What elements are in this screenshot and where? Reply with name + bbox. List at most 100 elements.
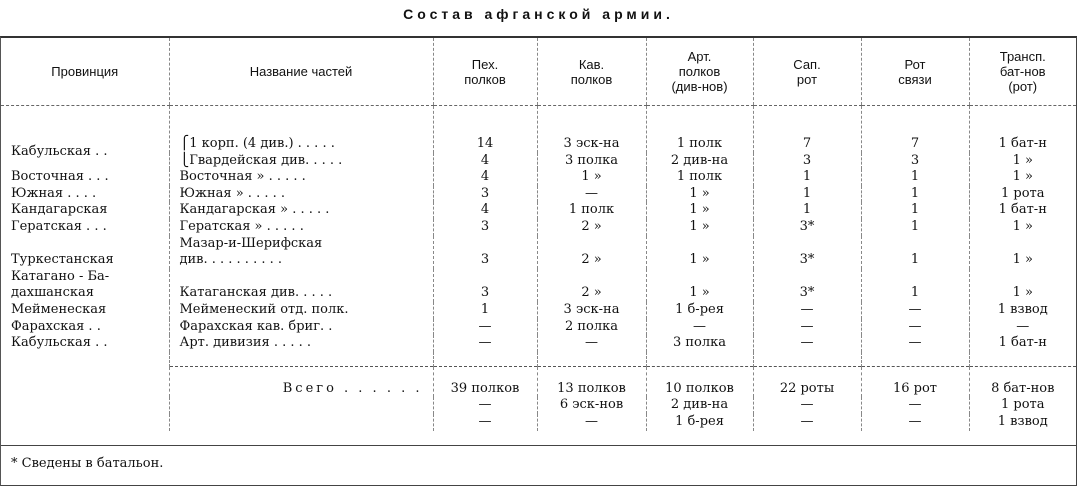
unit-name-cell: Южная » . . . . . <box>168 185 433 203</box>
sap-cell: 1 <box>752 169 861 186</box>
total-cav-cell: 13 полков <box>536 365 646 398</box>
total-art-cell: 10 полков <box>645 365 753 398</box>
comm-cell: 3 <box>860 152 969 170</box>
total-inf-cell: — <box>432 397 537 414</box>
comm-cell: 1 <box>860 268 969 302</box>
footnote: * Сведены в батальон. <box>1 445 1077 481</box>
trans-cell: 1 рота <box>968 185 1076 203</box>
trans-cell: 1 » <box>968 152 1076 170</box>
army-table-frame: Провинция Название частей Пех. полков Кав. … <box>0 36 1077 486</box>
art-cell: 1 б-рея <box>645 301 753 319</box>
province-cell: Восточная . . . <box>11 169 109 185</box>
unit-name-cell: Кандагарская » . . . . . <box>168 202 433 219</box>
total-inf-cell: 39 полков <box>432 365 537 398</box>
unit-name-cell: Гератская » . . . . . <box>168 218 433 236</box>
total-trans-cell: 1 взвод <box>968 413 1076 431</box>
total-comm-cell: — <box>860 397 969 414</box>
totals-row: Всего . . . . . . 39 полков 13 полков 10 по… <box>1 365 1076 398</box>
unit-name-cell: Мазар-и-Шерифская див. . . . . . . . . . <box>168 235 433 269</box>
inf-cell: 3 <box>432 185 537 203</box>
totals-label <box>168 397 433 414</box>
province-cell: Катагано - Ба- дахшанская <box>11 268 110 301</box>
total-cav-cell: — <box>536 413 646 431</box>
table-row: Южная . . . . Южная » . . . . . 3—1 » 1 1 1 р… <box>1 185 1076 203</box>
inf-cell: 3 <box>432 268 537 302</box>
art-cell: 1 полк <box>645 169 753 186</box>
province-cell: Кабульская . . <box>11 144 108 160</box>
table-row: Мейменеская Мейменеский отд. полк. 1 3 эск-… <box>1 301 1076 319</box>
art-cell: 3 полка <box>645 335 753 352</box>
comm-cell: — <box>860 301 969 319</box>
comm-cell: 7 <box>860 105 969 153</box>
cav-cell: — <box>536 335 646 352</box>
column-header: Рот связи <box>860 38 969 106</box>
trans-cell: 1 бат-н <box>968 202 1076 219</box>
sap-cell: 3* <box>752 218 861 236</box>
column-header: Название частей <box>168 38 433 106</box>
cav-cell: 1 полк <box>536 202 646 219</box>
unit-name-cell: Арт. дивизия . . . . . <box>168 335 433 352</box>
province-cell: Кандагарская <box>11 202 108 218</box>
comm-cell: 1 <box>860 202 969 219</box>
trans-cell: 1 » <box>968 235 1076 269</box>
inf-cell: 3 <box>432 218 537 236</box>
art-cell: 2 див-на <box>645 152 753 170</box>
trans-cell: 1 » <box>968 218 1076 236</box>
province-cell: Южная . . . . <box>11 185 97 201</box>
sap-cell: — <box>752 301 861 319</box>
inf-cell: 3 <box>432 235 537 269</box>
unit-name-cell: Восточная » . . . . . <box>168 169 433 186</box>
column-header: Провинция <box>1 38 169 106</box>
inf-cell: — <box>432 335 537 352</box>
unit-name-cell: ⎧1 корп. (4 див.) . . . . . <box>168 105 433 153</box>
unit-name-cell: Фарахская кав. бриг. . <box>168 318 433 336</box>
table-title: Состав афганской армии. <box>403 6 674 22</box>
sap-cell: 7 <box>752 105 861 153</box>
inf-cell: 1 <box>432 301 537 319</box>
cav-cell: 2 » <box>536 218 646 236</box>
cav-cell: 2 » <box>536 235 646 269</box>
table-row: Катагано - Ба- дахшанская Катаганская див… <box>1 268 1076 302</box>
sap-cell: — <box>752 318 861 336</box>
total-trans-cell: 1 рота <box>968 397 1076 414</box>
trans-cell: — <box>968 318 1076 336</box>
totals-row: —6 эск-нов 2 див-на — —1 рота <box>1 397 1076 414</box>
cav-cell: 3 эск-на <box>536 301 646 319</box>
cav-cell: 1 » <box>536 169 646 186</box>
cav-cell: 3 эск-на <box>536 105 646 153</box>
trans-cell: 1 » <box>968 268 1076 302</box>
comm-cell: 1 <box>860 169 969 186</box>
column-header: Пех. полков <box>432 38 537 106</box>
table-row: Кабульская . . Арт. дивизия . . . . . — —3 … <box>1 335 1076 352</box>
unit-name-cell: Катаганская див. . . . . <box>168 268 433 302</box>
art-cell: 1 » <box>645 268 753 302</box>
art-cell: — <box>645 318 753 336</box>
sap-cell: 3* <box>752 235 861 269</box>
table-row: Кабульская . . ⎧1 корп. (4 див.) . . . . … <box>1 105 1076 159</box>
total-trans-cell: 8 бат-нов <box>968 365 1076 398</box>
total-art-cell: 1 б-рея <box>645 413 753 431</box>
column-header: Кав. полков <box>536 38 646 106</box>
column-header: Арт. полков (див-нов) <box>645 38 753 106</box>
inf-cell: 14 <box>432 105 537 153</box>
total-sap-cell: — <box>752 397 861 414</box>
province-cell: Гератская . . . <box>11 218 107 234</box>
total-art-cell: 2 див-на <box>645 397 753 414</box>
art-cell: 1 » <box>645 218 753 236</box>
sap-cell: 1 <box>752 185 861 203</box>
inf-cell: 4 <box>432 152 537 170</box>
art-cell: 1 » <box>645 202 753 219</box>
sap-cell: 3* <box>752 268 861 302</box>
sap-cell: 1 <box>752 202 861 219</box>
total-inf-cell: — <box>432 413 537 431</box>
table-row: Туркестанская Мазар-и-Шерифская див. . .… <box>1 235 1076 269</box>
column-header: Сап. рот <box>752 38 861 106</box>
province-cell: Кабульская . . <box>11 335 108 351</box>
cav-cell: 2 полка <box>536 318 646 336</box>
sap-cell: 3 <box>752 152 861 170</box>
inf-cell: 4 <box>432 202 537 219</box>
